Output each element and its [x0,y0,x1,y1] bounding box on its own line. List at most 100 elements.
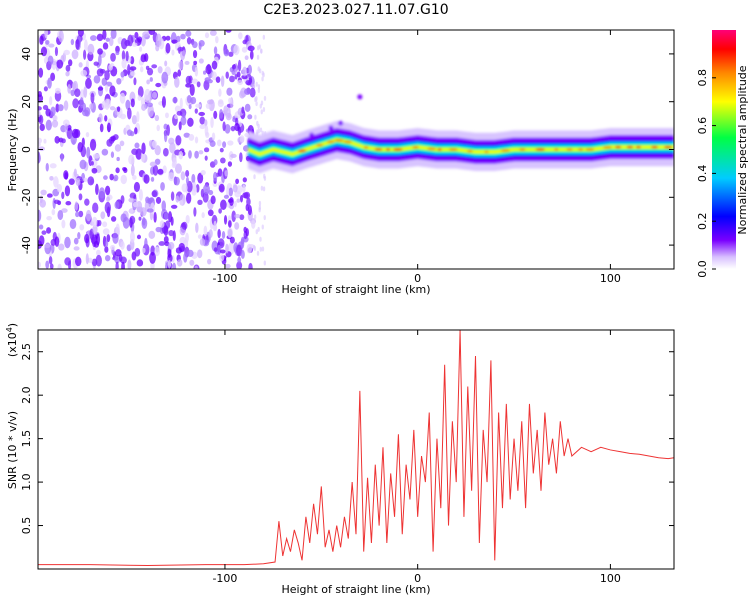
noise-blob [172,97,178,104]
noise-blob [92,224,98,235]
noise-blob [154,145,161,156]
noise-blob [174,76,180,88]
noise-blob [85,131,90,138]
noise-blob [257,128,261,134]
noise-blob [90,161,94,166]
noise-blob [43,138,47,144]
noise-blob [142,31,150,38]
noise-blob [199,238,206,246]
noise-blob [193,207,197,217]
noise-blob [228,51,234,57]
noise-blob [115,223,120,236]
noise-blob [218,183,225,193]
ridge-hotspot [566,148,573,151]
noise-blob [140,151,146,163]
noise-blob [44,30,48,39]
noise-blob [113,174,119,182]
noise-blob [247,45,255,52]
noise-blob [129,66,137,71]
noise-blob [218,88,222,97]
colorbar-tick-label: 0.6 [696,117,709,135]
noise-blob [186,37,192,45]
y-tick-label: 20 [20,95,33,109]
noise-blob [263,95,267,101]
noise-blob [227,228,233,238]
snr-series-line [38,330,674,567]
noise-blob [219,249,226,254]
noise-blob [213,220,217,231]
spectrogram-x-axis-label: Height of straight line (km) [281,283,430,296]
noise-blob [200,170,206,176]
ridge-hotspot [437,148,442,151]
noise-blob [234,73,238,80]
noise-blob [219,108,224,120]
noise-blob [170,204,178,209]
noise-blob [115,261,119,269]
noise-blob [73,246,80,251]
ridge-blob [338,120,344,126]
noise-blob [248,262,253,269]
noise-blob [134,247,141,257]
noise-blob [121,58,127,69]
noise-blob [120,113,127,120]
noise-blob [38,137,43,144]
noise-blob [185,192,192,204]
noise-blob [185,83,192,88]
noise-blob [188,104,192,110]
noise-blob [157,168,164,175]
noise-blob [181,221,188,230]
noise-blob [197,234,202,239]
ridge-blob [309,132,315,138]
noise-blob [93,240,100,248]
noise-blob [221,231,226,239]
ridge-hotspot [635,145,641,149]
colorbar-label: Normalized spectral amplitude [736,65,749,234]
noise-blob [261,76,264,82]
noise-blob [175,135,182,146]
noise-blob [175,195,180,203]
colorbar-tick-label: 0.0 [696,260,709,278]
y-tick-label: 2.5 [20,343,33,361]
noise-blob [38,151,41,163]
noise-blob [115,51,120,56]
noise-blob [162,165,167,174]
noise-blob [134,142,140,149]
noise-blob [185,214,190,224]
noise-blob [54,136,60,144]
noise-blob [180,171,186,181]
y-tick-label: 0.5 [20,517,33,535]
noise-blob [230,153,237,159]
noise-blob [197,172,204,184]
noise-blob [61,138,66,144]
noise-blob [67,83,71,94]
noise-blob [128,197,135,203]
snr-panel: -100 0 100 0.5 1.0 1.5 2.0 2.5 Height of strai… [5,323,675,596]
noise-blob [203,70,207,75]
noise-blob [75,38,80,50]
noise-blob [213,171,218,182]
noise-blob [232,184,238,193]
noise-blob [166,124,170,136]
y-tick-label: 0 [20,146,33,153]
noise-blob [38,94,44,103]
noise-blob [198,42,202,51]
noise-blob [106,98,111,109]
ridge-hotspot [334,139,344,142]
noise-blob [85,209,92,222]
noise-blob [150,176,155,182]
noise-blob [62,119,70,127]
noise-blob [163,212,169,220]
noise-blob [38,235,45,246]
noise-blob [97,86,104,91]
snr-y-scale-close: ) [6,323,19,327]
noise-blob [260,48,263,54]
noise-blob [39,195,43,204]
y-tick-label: 40 [20,47,33,61]
noise-blob [49,163,57,169]
noise-blob [102,30,107,40]
noise-blob [136,200,143,213]
noise-blob [262,186,266,192]
noise-blob [225,112,232,121]
noise-blob [116,156,120,162]
noise-blob [84,198,90,206]
